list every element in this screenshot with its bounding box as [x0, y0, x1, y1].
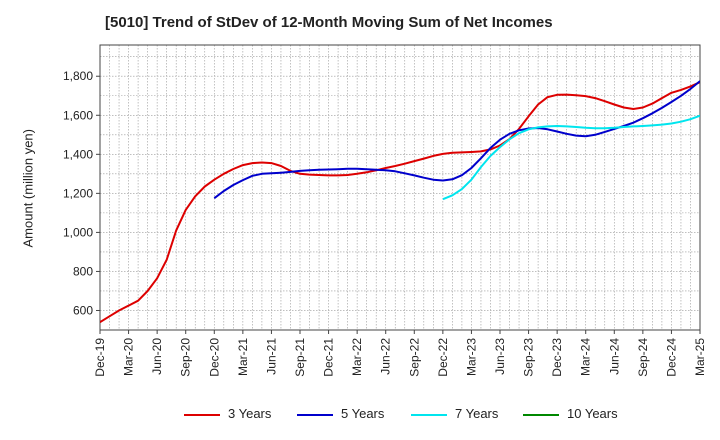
- axes: [96, 44, 701, 334]
- y-tick-label: 1,400: [63, 147, 93, 161]
- series-group: [100, 80, 700, 324]
- y-tick-label: 1,600: [63, 108, 93, 122]
- x-tick-label: Mar-21: [236, 338, 250, 376]
- series-lines: [100, 80, 700, 324]
- legend-swatch: [297, 414, 333, 416]
- plot-area: [100, 45, 700, 330]
- x-tick-label: Dec-20: [207, 338, 221, 377]
- y-tick-labels: 600 800 1,000 1,200 1,400 1,600 1,800: [63, 69, 93, 317]
- x-tick-label: Jun-22: [379, 338, 393, 375]
- line-chart: 600 800 1,000 1,200 1,400 1,600 1,800 Dec-19 Ma…: [63, 44, 707, 377]
- y-tick-label: 1,000: [63, 225, 93, 239]
- x-tick-label: Dec-23: [550, 338, 564, 377]
- x-tick-label: Sep-23: [522, 338, 536, 377]
- series-line-3-years: [100, 80, 700, 324]
- x-tick-label: Sep-20: [179, 338, 193, 377]
- x-tick-label: Dec-22: [436, 338, 450, 377]
- x-tick-label: Jun-21: [264, 338, 278, 375]
- x-tick-label: Dec-19: [93, 338, 107, 377]
- x-tick-label: Mar-20: [122, 338, 136, 376]
- legend-label: 7 Years: [455, 406, 499, 421]
- x-tick-label: Mar-22: [350, 338, 364, 376]
- y-tick-label: 1,800: [63, 69, 93, 83]
- y-tick-label: 600: [73, 303, 93, 317]
- plot-border: [99, 44, 701, 331]
- x-tick-labels: Dec-19 Mar-20 Jun-20 Sep-20 Dec-20 Mar-21 Jun-…: [93, 338, 707, 377]
- legend-label: 3 Years: [228, 406, 272, 421]
- legend-swatch: [523, 414, 559, 416]
- legend-swatch: [411, 414, 447, 416]
- series-line-7-years: [442, 114, 700, 201]
- x-tick-label: Jun-20: [150, 338, 164, 375]
- x-tick-label: Dec-24: [664, 338, 678, 377]
- x-tick-label: Sep-22: [407, 338, 421, 377]
- y-tick-label: 800: [73, 264, 93, 278]
- y-tick-label: 1,200: [63, 186, 93, 200]
- legend: 3 Years 5 Years 7 Years 10 Years: [0, 406, 720, 426]
- legend-label: 10 Years: [567, 406, 618, 421]
- legend-swatch: [184, 414, 220, 416]
- legend-label: 5 Years: [341, 406, 385, 421]
- x-tick-label: Sep-24: [636, 338, 650, 377]
- x-tick-label: Jun-24: [607, 338, 621, 375]
- gridlines: [99, 45, 701, 330]
- chart-title: [5010] Trend of StDev of 12-Month Moving…: [105, 14, 553, 31]
- x-tick-label: Mar-25: [693, 338, 707, 376]
- x-tick-label: Dec-21: [322, 338, 336, 377]
- x-tick-label: Mar-24: [579, 338, 593, 376]
- x-tick-label: Sep-21: [293, 338, 307, 377]
- x-tick-label: Jun-23: [493, 338, 507, 375]
- x-tick-label: Mar-23: [464, 338, 478, 376]
